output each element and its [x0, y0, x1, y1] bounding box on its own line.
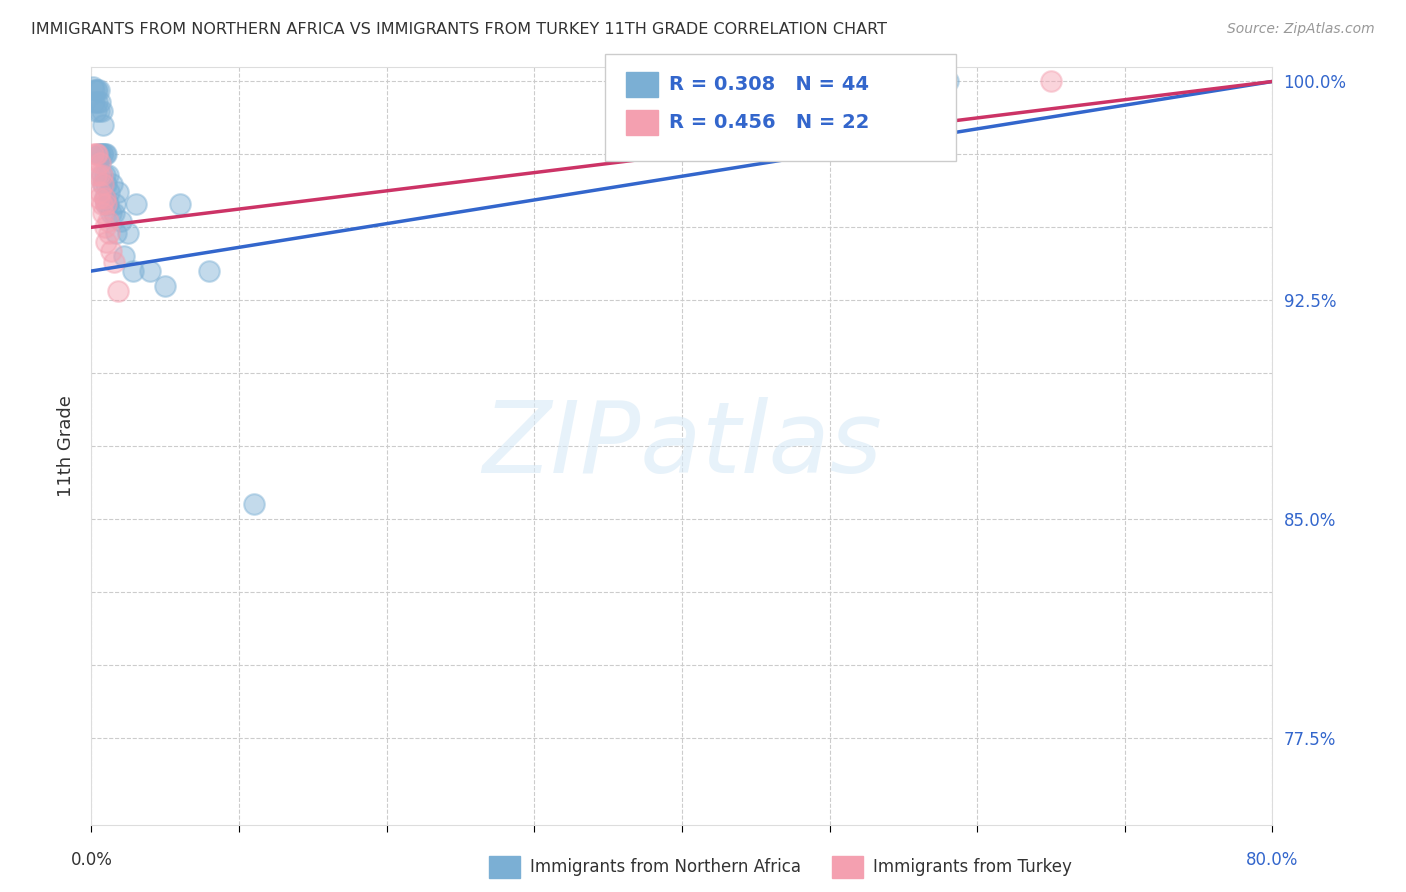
- Point: [100, 244, 122, 258]
- Point: [110, 214, 132, 228]
- Point: [97, 168, 120, 182]
- Point: [83, 95, 105, 109]
- Point: [90, 103, 112, 118]
- Point: [84, 147, 107, 161]
- Point: [89, 156, 111, 170]
- Point: [93, 147, 115, 161]
- Text: R = 0.308   N = 44: R = 0.308 N = 44: [669, 75, 869, 95]
- Point: [82, 147, 104, 161]
- Point: [124, 197, 148, 211]
- Text: 0.0%: 0.0%: [70, 851, 112, 870]
- Point: [89, 186, 111, 200]
- Point: [107, 285, 129, 299]
- Point: [96, 235, 118, 249]
- Point: [82, 80, 104, 95]
- Point: [98, 226, 121, 240]
- Point: [105, 226, 128, 240]
- Text: ZIPatlas: ZIPatlas: [482, 398, 882, 494]
- Point: [153, 278, 177, 293]
- Point: [936, 74, 959, 88]
- Point: [96, 147, 118, 161]
- Point: [198, 264, 221, 278]
- Point: [91, 177, 114, 191]
- Text: 80.0%: 80.0%: [1246, 851, 1299, 870]
- Point: [97, 214, 120, 228]
- Point: [84, 103, 107, 118]
- Y-axis label: 11th Grade: 11th Grade: [58, 395, 76, 497]
- Point: [87, 103, 110, 118]
- Point: [1040, 74, 1063, 88]
- Point: [87, 83, 110, 97]
- Point: [101, 177, 124, 191]
- Point: [107, 186, 129, 200]
- Point: [98, 186, 121, 200]
- Point: [84, 168, 107, 182]
- Point: [90, 147, 112, 161]
- Point: [93, 168, 115, 182]
- Point: [87, 168, 110, 182]
- Point: [96, 197, 118, 211]
- Point: [243, 497, 266, 511]
- Point: [86, 95, 108, 109]
- Point: [139, 264, 162, 278]
- Point: [93, 191, 115, 205]
- Point: [112, 249, 135, 263]
- Point: [97, 197, 120, 211]
- Point: [103, 205, 125, 219]
- Point: [86, 83, 108, 97]
- Point: [96, 177, 118, 191]
- Text: Immigrants from Turkey: Immigrants from Turkey: [873, 858, 1071, 876]
- Point: [100, 205, 122, 219]
- Point: [91, 177, 114, 191]
- Point: [90, 168, 112, 182]
- Point: [86, 147, 108, 161]
- Point: [87, 191, 110, 205]
- Point: [91, 118, 114, 132]
- Text: R = 0.456   N = 22: R = 0.456 N = 22: [669, 112, 870, 132]
- Point: [169, 197, 191, 211]
- Point: [89, 95, 111, 109]
- Point: [83, 83, 105, 97]
- Point: [104, 197, 127, 211]
- Point: [91, 205, 114, 219]
- Point: [90, 197, 112, 211]
- Point: [103, 255, 125, 269]
- Point: [90, 168, 112, 182]
- Text: Source: ZipAtlas.com: Source: ZipAtlas.com: [1227, 22, 1375, 37]
- Point: [117, 226, 139, 240]
- Text: IMMIGRANTS FROM NORTHERN AFRICA VS IMMIGRANTS FROM TURKEY 11TH GRADE CORRELATION: IMMIGRANTS FROM NORTHERN AFRICA VS IMMIG…: [31, 22, 887, 37]
- Point: [96, 197, 118, 211]
- Point: [87, 147, 110, 161]
- Point: [91, 147, 114, 161]
- Point: [121, 264, 143, 278]
- Point: [84, 83, 107, 97]
- Point: [93, 220, 115, 235]
- Text: Immigrants from Northern Africa: Immigrants from Northern Africa: [530, 858, 801, 876]
- Point: [89, 147, 111, 161]
- Point: [93, 191, 115, 205]
